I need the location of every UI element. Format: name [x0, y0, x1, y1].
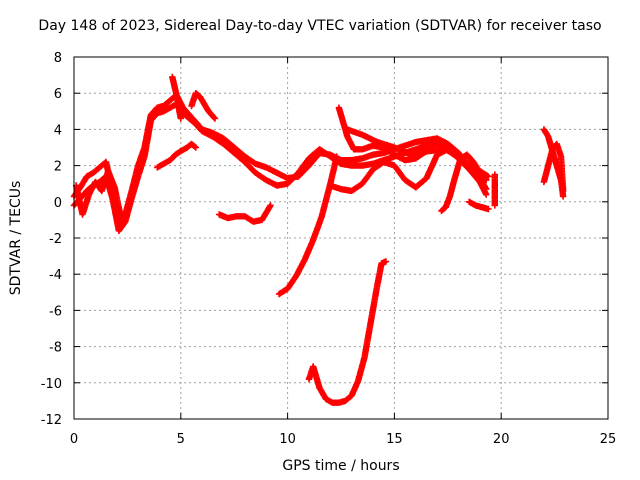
y-tick-label: -4 — [49, 268, 62, 283]
y-tick-label: -6 — [49, 304, 62, 319]
data-point — [559, 187, 567, 195]
x-tick-label: 5 — [177, 432, 185, 447]
data-point — [482, 175, 489, 183]
series-track-13 — [438, 151, 490, 215]
y-tick-label: 8 — [54, 51, 62, 66]
data-point — [333, 153, 340, 160]
data-point — [382, 258, 390, 265]
data-point — [192, 144, 199, 151]
plot-frame — [73, 56, 609, 420]
series-track-15 — [491, 171, 498, 209]
y-tick-label: 4 — [54, 123, 62, 138]
chart-title: Day 148 of 2023, Sidereal Day-to-day VTE… — [38, 18, 602, 34]
y-tick-label: -10 — [41, 377, 62, 392]
data-point — [191, 143, 198, 150]
y-tick-label: 0 — [54, 196, 62, 211]
data-point — [483, 176, 490, 184]
data-point — [491, 202, 498, 209]
data-point — [267, 202, 274, 209]
x-tick-label: 0 — [70, 432, 78, 447]
x-tick-label: 25 — [600, 432, 617, 447]
y-axis-label: SDTVAR / TECUs — [8, 181, 24, 296]
data-point — [117, 214, 125, 222]
axis-ticks: -12 -10 -8 -6 -4 -2 0 2 4 6 8 0 5 10 15 20 25 — [41, 51, 617, 447]
series-track-9 — [305, 258, 390, 406]
series-track-2 — [70, 100, 490, 234]
series-track-14 — [466, 198, 492, 213]
data-point — [211, 115, 219, 122]
series-track-7 — [216, 202, 274, 225]
series-track-6 — [188, 90, 219, 122]
x-tick-label: 10 — [279, 432, 296, 447]
data-layer — [70, 73, 567, 406]
series-track-5 — [169, 73, 184, 122]
y-tick-label: 6 — [54, 87, 62, 102]
series-track-4 — [154, 140, 199, 171]
data-point — [210, 114, 218, 121]
series-track-3 — [72, 167, 125, 222]
y-tick-label: 2 — [54, 160, 62, 175]
data-point — [177, 115, 184, 122]
y-tick-label: -2 — [49, 232, 62, 247]
data-point — [483, 191, 490, 198]
x-tick-label: 20 — [493, 432, 510, 447]
series-track-17 — [540, 140, 567, 195]
data-point — [559, 193, 567, 200]
data-point — [485, 205, 492, 213]
x-tick-label: 15 — [386, 432, 403, 447]
x-axis-label: GPS time / hours — [282, 458, 399, 474]
series-track-1 — [70, 91, 490, 229]
y-tick-label: -12 — [41, 413, 62, 428]
grid — [74, 57, 608, 419]
y-tick-label: -8 — [49, 341, 62, 356]
